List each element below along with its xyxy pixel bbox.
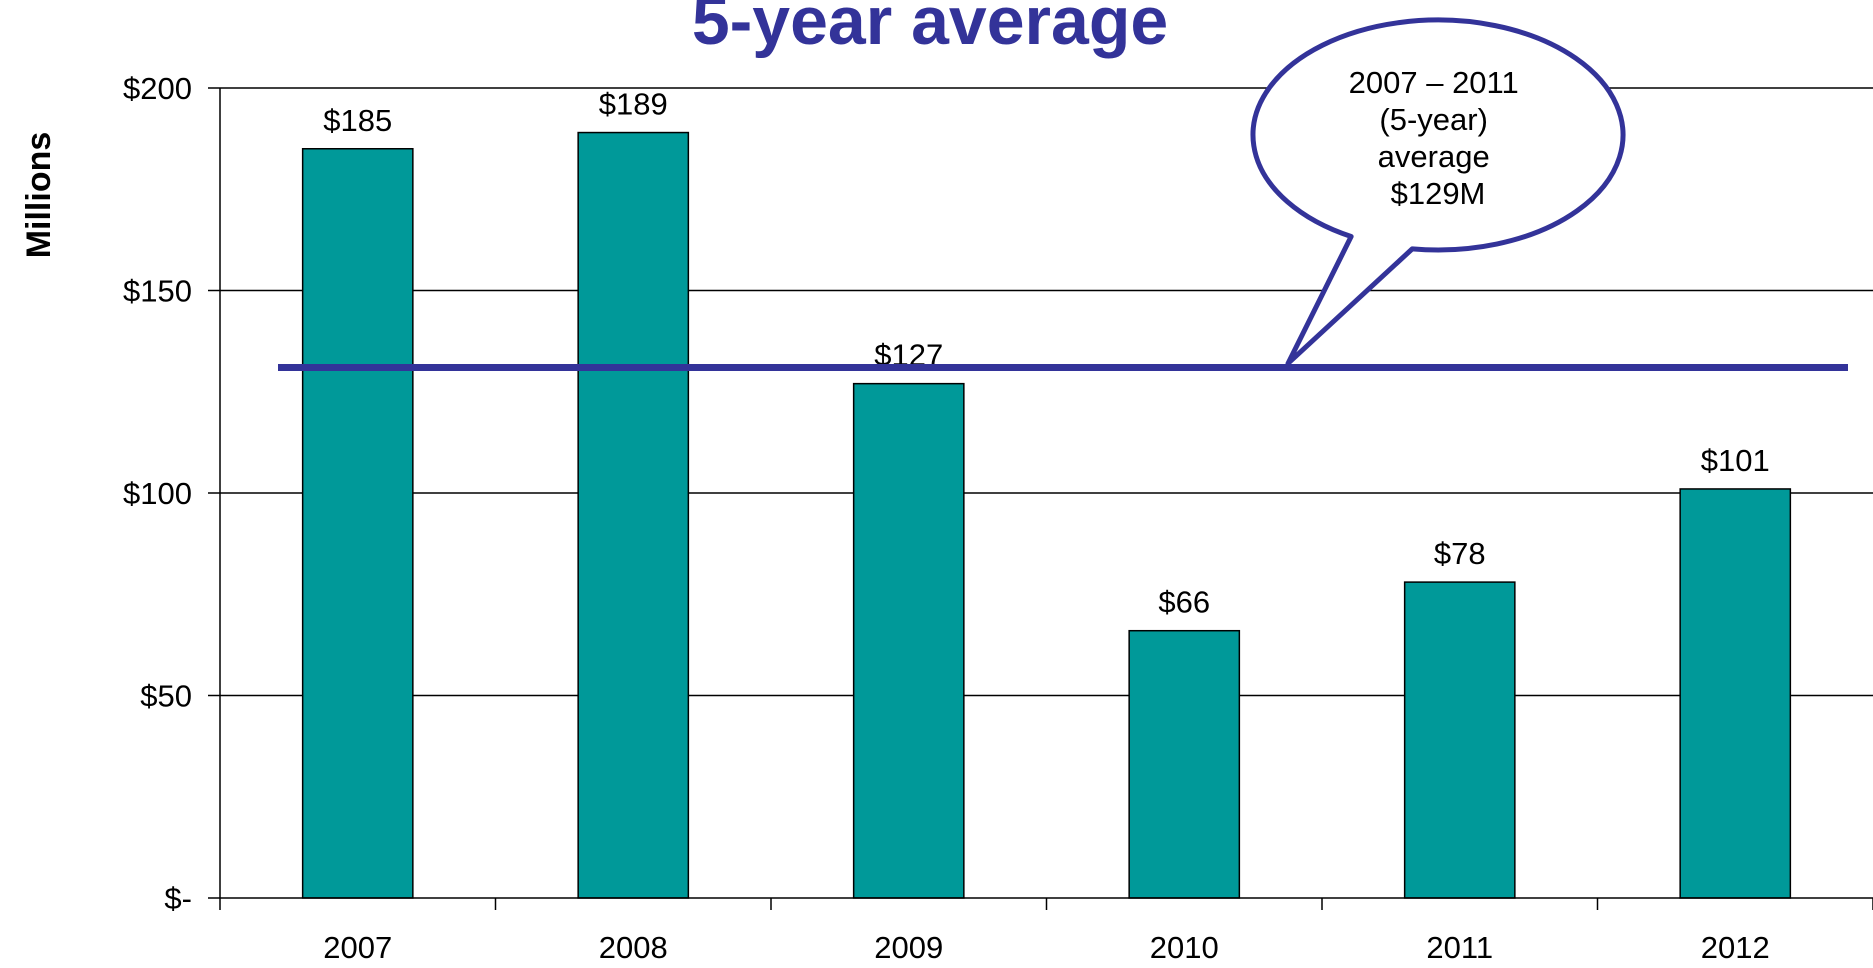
y-tick-label: $150 <box>123 274 192 309</box>
y-tick-label: $50 <box>140 679 192 714</box>
bar-2010 <box>1128 629 1241 899</box>
data-labels: $185 $189$127$66$78$101 <box>323 87 1769 620</box>
x-tick-label: 2008 <box>599 930 668 965</box>
bar-2012 <box>1679 488 1792 899</box>
y-axis-title: Millions <box>20 132 58 259</box>
gridlines <box>220 87 1873 697</box>
bar-2007 <box>301 148 414 899</box>
callout-text: 2007 – 2011 (5-year) average $129M <box>1349 65 1528 211</box>
x-axis-ticks: 2007 2008 2009 2010 2011 2012 <box>219 898 1873 965</box>
x-tick-label: 2010 <box>1150 930 1219 965</box>
y-tick-label: $200 <box>123 71 192 106</box>
data-label: $189 <box>599 87 668 122</box>
x-tick-label: 2009 <box>874 930 943 965</box>
y-axis-ticks: $- $50 $100 $150 $200 <box>123 71 220 916</box>
bar-2008 <box>577 131 690 899</box>
bar-2011 <box>1403 581 1516 899</box>
data-label: $101 <box>1701 443 1770 478</box>
callout-line-3: average <box>1378 139 1490 174</box>
callout-bubble <box>1250 17 1626 366</box>
data-label: $185 <box>323 103 392 138</box>
y-tick-label: $- <box>164 881 192 916</box>
x-tick-label: 2011 <box>1426 930 1493 965</box>
x-tick-label: 2012 <box>1701 930 1770 965</box>
bar-series <box>301 131 1792 899</box>
data-label: $66 <box>1158 585 1210 620</box>
callout-line-4: $129M <box>1391 176 1486 211</box>
chart-title: 5-year average <box>692 0 1168 59</box>
y-tick-label: $100 <box>123 476 192 511</box>
x-tick-label: 2007 <box>323 930 392 965</box>
callout-line-1: 2007 – 2011 <box>1349 65 1519 100</box>
average-callout: 2007 – 2011 (5-year) average $129M <box>1250 17 1626 366</box>
data-label: $78 <box>1434 536 1486 571</box>
callout-line-2: (5-year) <box>1379 102 1488 137</box>
bar-2009 <box>852 382 965 899</box>
